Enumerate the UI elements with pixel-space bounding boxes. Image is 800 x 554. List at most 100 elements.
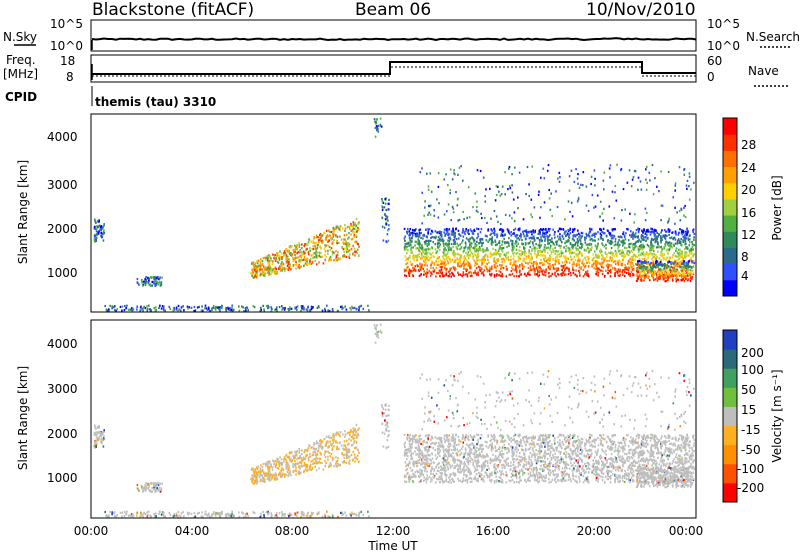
- power-cell-2381: [473, 238, 475, 241]
- power-cell-3255: [518, 249, 520, 252]
- power-cell-1712: [464, 233, 466, 236]
- power-cell-3380: [439, 271, 441, 274]
- power-cell-137: [175, 308, 178, 311]
- power-cell-2377: [490, 240, 493, 243]
- power-cell-1665: [429, 239, 432, 243]
- power-cell-366: [136, 305, 139, 308]
- power-cell-805: [315, 236, 318, 239]
- power-cell-2390: [477, 247, 480, 251]
- power-cell-2060: [605, 269, 607, 272]
- power-cell-2682: [549, 244, 552, 247]
- power-cell-161: [158, 306, 160, 309]
- power-cell-3604: [440, 234, 443, 237]
- power-cell-3774: [463, 218, 465, 221]
- power-cell-304: [309, 309, 311, 312]
- power-cell-2785: [503, 233, 506, 236]
- power-cell-1204: [670, 242, 673, 245]
- power-cell-3139: [563, 269, 566, 272]
- power-cell-3181: [411, 237, 413, 240]
- power-cell-2694: [545, 260, 548, 263]
- power-cell-2250: [602, 257, 605, 260]
- power-cell-201: [353, 306, 356, 309]
- power-cell-4024: [676, 276, 678, 279]
- power-cell-100: [144, 283, 147, 286]
- velocity-cell-633: [254, 481, 256, 484]
- power-cell-2488: [606, 229, 609, 232]
- power-cell-1335: [488, 270, 491, 273]
- power-cell-862: [265, 266, 267, 269]
- power-cell-4093: [645, 276, 647, 279]
- power-cell-3866: [626, 181, 629, 184]
- power-cell-2009: [437, 256, 439, 259]
- power-cell-3096: [430, 263, 432, 267]
- power-cell-4176: [680, 278, 682, 282]
- power-cell-3671: [602, 179, 605, 182]
- velocity-cell-349: [231, 515, 234, 518]
- power-cell-1837: [559, 233, 561, 236]
- velocity-cell-173: [193, 511, 196, 515]
- power-cell-1922: [495, 269, 498, 272]
- power-cell-2109: [637, 246, 639, 249]
- power-cell-1464: [546, 235, 548, 238]
- power-cell-1410: [534, 252, 536, 255]
- freq-label: Freq.: [6, 53, 36, 67]
- power-cell-3274: [444, 243, 447, 246]
- power-colorbar: [723, 118, 737, 297]
- power-cell-83: [138, 283, 140, 286]
- power-cell-1785: [512, 264, 514, 267]
- power-cell-995: [382, 201, 385, 204]
- power-cell-2673: [622, 244, 624, 247]
- power-cell-970: [290, 252, 292, 255]
- velocity-plot-bg: [91, 320, 696, 518]
- power-cell-3901: [664, 276, 667, 279]
- velocity-cell-559: [312, 459, 314, 462]
- power-cell-1511: [629, 273, 632, 276]
- power-cell-1024: [384, 197, 386, 201]
- power-cell-678: [338, 228, 341, 231]
- power-cell-103: [153, 280, 155, 283]
- power-cell-4172: [681, 271, 684, 274]
- power-cell-1284: [473, 240, 475, 243]
- power-cell-2273: [523, 235, 526, 238]
- power-ytick-3000: 3000: [47, 178, 78, 192]
- power-cell-3316: [679, 248, 681, 251]
- power-cell-4185: [665, 268, 667, 271]
- velocity-cell-367: [143, 512, 145, 515]
- power-cell-3549: [625, 271, 628, 275]
- power-cell-1069: [619, 236, 621, 239]
- power-cell-90: [157, 283, 160, 286]
- power-cell-119: [147, 277, 149, 280]
- power-cell-2771: [565, 240, 568, 243]
- power-cell-3406: [570, 255, 572, 258]
- power-cell-839: [265, 256, 268, 259]
- power-cell-4067: [669, 266, 671, 269]
- power-cell-2851: [598, 256, 600, 259]
- power-cell-2578: [448, 275, 450, 278]
- velocity-cell-118: [144, 487, 147, 490]
- power-cell-3587: [465, 262, 467, 265]
- power-cell-4184: [686, 272, 689, 275]
- velocity-cell-472: [345, 448, 347, 451]
- power-cell-2799: [450, 275, 452, 278]
- power-cell-2627: [669, 229, 671, 232]
- power-cell-3618: [576, 260, 579, 263]
- power-cell-2264: [516, 264, 518, 267]
- power-cell-2939: [447, 233, 449, 236]
- power-cell-1616: [658, 257, 661, 260]
- power-cell-3766: [576, 200, 579, 203]
- power-cell-1694: [494, 260, 496, 263]
- power-cell-2295: [594, 235, 596, 238]
- power-cell-700: [353, 234, 356, 237]
- power-cell-1415: [478, 246, 481, 249]
- power-cell-827: [340, 238, 343, 241]
- power-cell-1949: [436, 242, 439, 245]
- velocity-cell-500: [333, 439, 335, 442]
- power-cell-3857: [549, 208, 552, 211]
- power-cell-3503: [477, 228, 480, 231]
- power-cell-1711: [593, 239, 596, 242]
- power-cell-3520: [561, 241, 563, 244]
- power-cell-2901: [692, 248, 694, 251]
- power-cell-1709: [670, 266, 673, 269]
- power-cell-3302: [634, 254, 637, 257]
- power-cell-2320: [519, 273, 521, 276]
